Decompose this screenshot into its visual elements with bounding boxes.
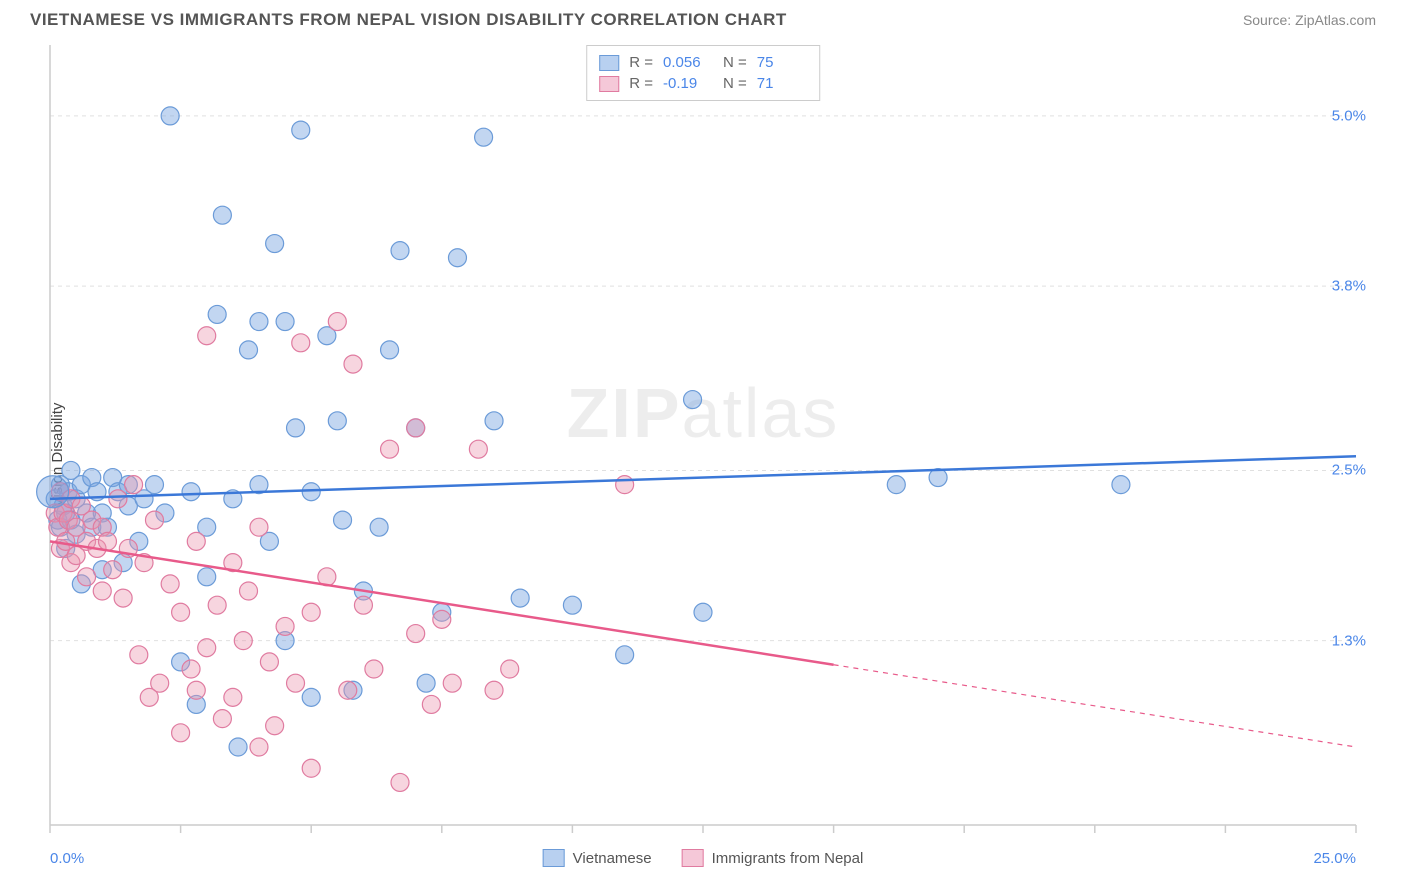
y-tick-label: 2.5% [1332, 462, 1366, 479]
x-axis-origin-label: 0.0% [50, 850, 84, 867]
x-axis-max-label: 25.0% [1313, 850, 1356, 867]
n-value-1: 71 [757, 75, 807, 92]
y-tick-label: 3.8% [1332, 278, 1366, 295]
series-swatch-1 [599, 76, 619, 92]
series-legend: Vietnamese Immigrants from Nepal [543, 849, 864, 867]
r-value-1: -0.19 [663, 75, 713, 92]
stats-row-1: R = -0.19 N = 71 [599, 73, 807, 94]
chart-container: Vision Disability ZIPatlas R = 0.056 N =… [0, 35, 1406, 875]
legend-label-0: Vietnamese [573, 850, 652, 867]
legend-swatch-1 [682, 849, 704, 867]
legend-swatch-0 [543, 849, 565, 867]
n-value-0: 75 [757, 54, 807, 71]
legend-item-1: Immigrants from Nepal [682, 849, 864, 867]
source-prefix: Source: [1243, 12, 1295, 28]
y-tick-label: 1.3% [1332, 632, 1366, 649]
n-label: N = [723, 75, 747, 92]
stats-legend: R = 0.056 N = 75 R = -0.19 N = 71 [586, 45, 820, 101]
header: VIETNAMESE VS IMMIGRANTS FROM NEPAL VISI… [0, 0, 1406, 35]
r-label: R = [629, 75, 653, 92]
source-attribution: Source: ZipAtlas.com [1243, 12, 1376, 28]
n-label: N = [723, 54, 747, 71]
chart-title: VIETNAMESE VS IMMIGRANTS FROM NEPAL VISI… [30, 10, 787, 30]
legend-item-0: Vietnamese [543, 849, 652, 867]
stats-row-0: R = 0.056 N = 75 [599, 52, 807, 73]
y-tick-label: 5.0% [1332, 107, 1366, 124]
series-swatch-0 [599, 55, 619, 71]
r-value-0: 0.056 [663, 54, 713, 71]
legend-label-1: Immigrants from Nepal [712, 850, 864, 867]
r-label: R = [629, 54, 653, 71]
source-name: ZipAtlas.com [1295, 12, 1376, 28]
chart-svg [0, 35, 1406, 875]
